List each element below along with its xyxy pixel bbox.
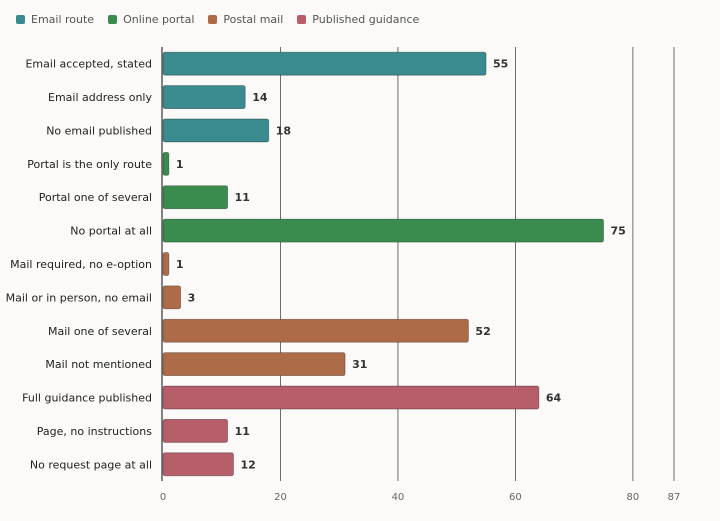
bar xyxy=(162,419,229,443)
value-label: 64 xyxy=(546,392,562,405)
bar xyxy=(162,218,604,243)
x-tick-label: 0 xyxy=(160,492,166,503)
legend-label: Email route xyxy=(31,13,95,26)
value-label: 18 xyxy=(276,124,291,137)
value-label: 14 xyxy=(252,91,268,104)
legend-swatch xyxy=(208,15,218,24)
category-label: No email published xyxy=(46,124,152,137)
legend-label: Postal mail xyxy=(223,13,284,26)
category-label: No request page at all xyxy=(30,458,152,471)
category-label: No portal at all xyxy=(70,225,152,238)
category-label: Mail not mentioned xyxy=(45,358,152,371)
value-label: 1 xyxy=(176,258,184,271)
bar xyxy=(162,318,469,343)
legend-item: Online portal xyxy=(108,13,194,26)
category-label: Full guidance published xyxy=(22,392,152,405)
labels: Email accepted, stated 55 Email address on… xyxy=(6,58,626,472)
legend-item: Published guidance xyxy=(297,13,419,26)
x-tick-label: 87 xyxy=(668,492,681,503)
value-label: 11 xyxy=(235,425,250,438)
x-tick-label: 20 xyxy=(274,492,287,503)
bar xyxy=(162,252,170,276)
value-label: 1 xyxy=(176,158,184,171)
value-label: 12 xyxy=(240,458,255,471)
bar xyxy=(162,151,170,176)
bar xyxy=(162,452,234,477)
bar xyxy=(162,285,182,310)
bar xyxy=(162,85,246,109)
value-label: 52 xyxy=(475,325,490,338)
category-label: Mail or in person, no email xyxy=(6,291,152,304)
x-tick-label: 40 xyxy=(392,492,405,503)
category-label: Mail one of several xyxy=(48,325,152,338)
value-label: 3 xyxy=(188,291,196,304)
legend-label: Published guidance xyxy=(312,13,420,26)
x-tick-label: 80 xyxy=(627,492,640,503)
legend-swatch xyxy=(108,15,118,24)
category-label: Mail required, no e-option xyxy=(10,258,152,271)
category-label: Page, no instructions xyxy=(37,425,153,438)
legend-item: Email route xyxy=(16,13,94,26)
bar xyxy=(162,352,346,377)
legend-item: Postal mail xyxy=(208,13,283,26)
x-axis-ticks: 0 20 40 60 80 87 xyxy=(160,492,681,503)
gridlines xyxy=(161,47,675,481)
category-label: Email address only xyxy=(48,91,152,104)
value-label: 11 xyxy=(235,191,250,204)
category-label: Portal one of several xyxy=(39,191,152,204)
value-label: 55 xyxy=(493,58,508,71)
bar xyxy=(162,118,270,143)
x-tick-label: 60 xyxy=(509,492,522,503)
bar xyxy=(162,185,229,210)
legend-label: Online portal xyxy=(123,13,195,26)
category-label: Email accepted, stated xyxy=(25,58,152,71)
value-label: 31 xyxy=(352,358,367,371)
category-label: Portal is the only route xyxy=(27,158,152,171)
bar xyxy=(162,51,487,76)
bars xyxy=(162,51,604,477)
value-label: 75 xyxy=(611,225,626,238)
legend: Email route Online portal Postal mail Publi… xyxy=(16,13,433,26)
legend-swatch xyxy=(297,15,307,24)
legend-swatch xyxy=(16,15,25,24)
bar xyxy=(162,385,540,410)
